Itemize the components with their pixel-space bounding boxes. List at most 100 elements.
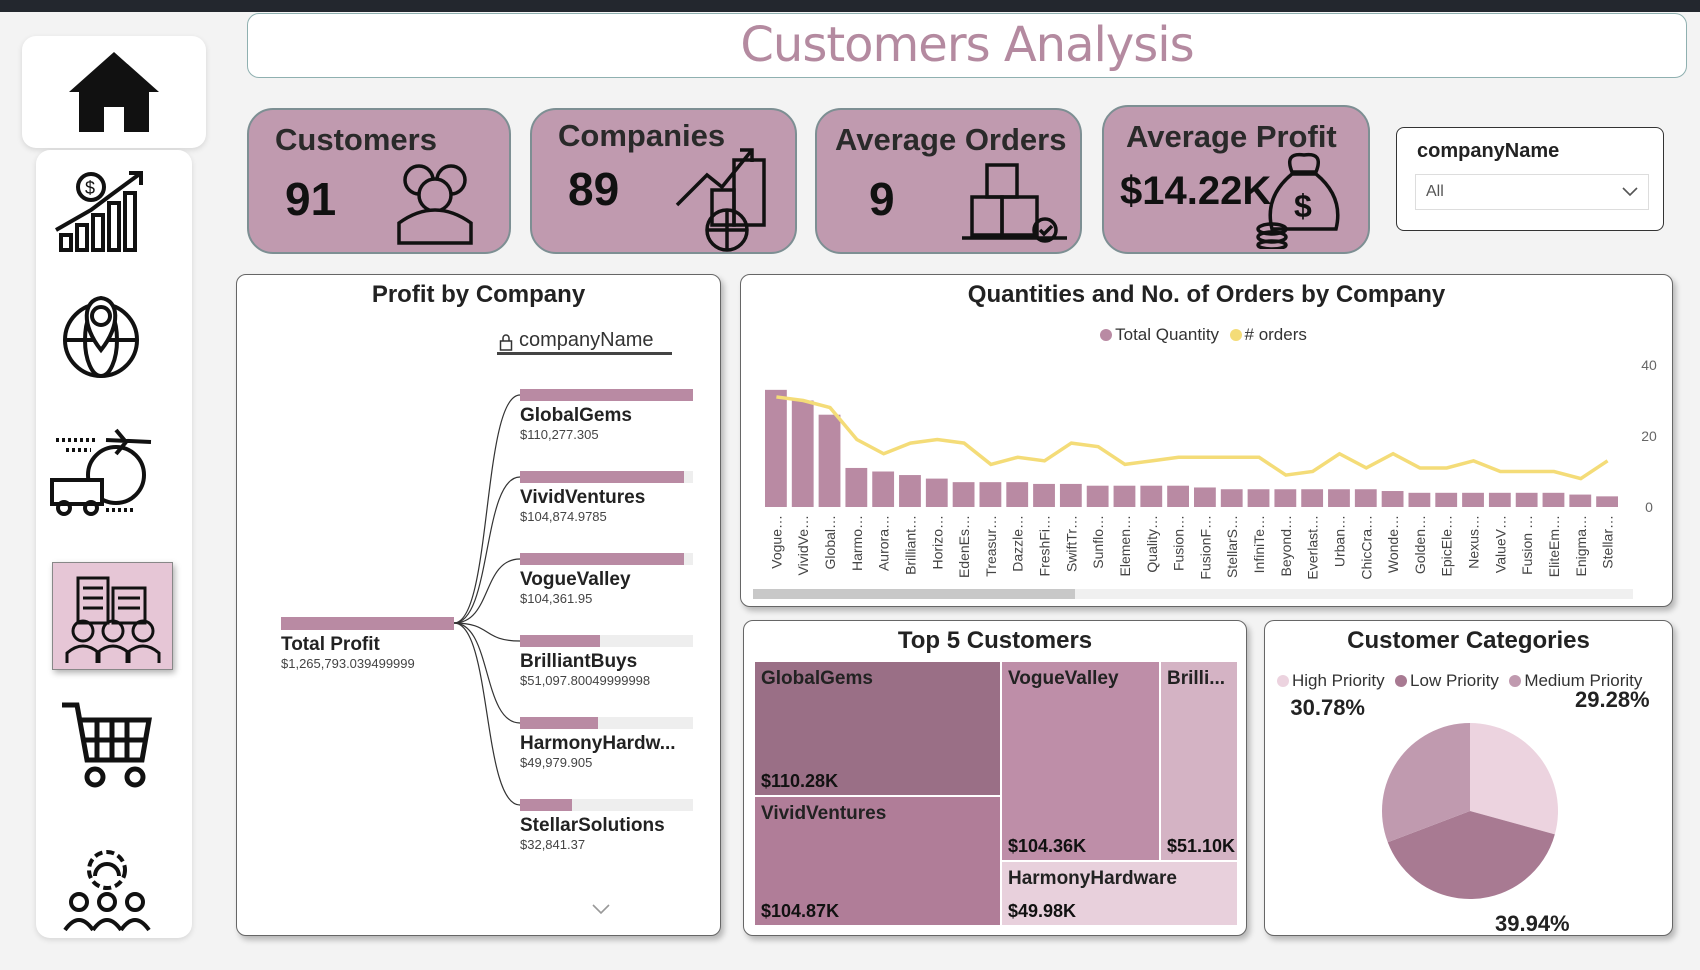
bar-total-quantity[interactable] xyxy=(925,478,948,507)
bar-total-quantity[interactable] xyxy=(1328,489,1350,507)
line-orders[interactable] xyxy=(776,395,1609,481)
bar-total-quantity[interactable] xyxy=(845,467,868,507)
bar-total-quantity[interactable] xyxy=(1247,489,1270,507)
x-tick-label: Aurora… xyxy=(876,515,892,571)
bar-total-quantity[interactable] xyxy=(1274,489,1297,507)
bar-total-quantity[interactable] xyxy=(1488,492,1511,507)
bar-total-quantity[interactable] xyxy=(791,400,814,508)
card-title: Profit by Company xyxy=(371,281,586,308)
bar-total-quantity[interactable] xyxy=(1381,491,1404,507)
bar-total-quantity[interactable] xyxy=(1006,482,1029,507)
scroll-down-chevron-icon[interactable] xyxy=(591,903,611,915)
bar-total-quantity[interactable] xyxy=(872,471,895,508)
x-tick-label: Beyond… xyxy=(1278,515,1294,576)
legend-item-high-priority[interactable]: High Priority xyxy=(1277,671,1385,691)
tree-link xyxy=(453,622,521,642)
treemap-tile[interactable]: HarmonyHardware $49.98K xyxy=(1001,861,1238,926)
tile-value: $104.87K xyxy=(761,901,840,921)
nav-customers-button[interactable] xyxy=(52,562,173,670)
bar-total-quantity[interactable] xyxy=(899,475,921,507)
tree-child-node[interactable]: VogueValley $104,361.95 xyxy=(520,553,693,606)
tree-child-node[interactable]: StellarSolutions $32,841.37 xyxy=(520,799,693,852)
tree-connectors xyxy=(453,394,521,806)
team-settings-icon[interactable] xyxy=(52,840,162,940)
horizontal-scrollbar-track[interactable] xyxy=(753,589,1633,599)
tree-link xyxy=(453,558,521,624)
bar-total-quantity[interactable] xyxy=(1462,492,1484,507)
node-value: $32,841.37 xyxy=(520,837,586,852)
bar-total-quantity[interactable] xyxy=(1086,485,1109,507)
shipping-icon[interactable] xyxy=(46,420,156,520)
combo-chart: 0 20 40 Vogue… VividVe… Global… Harmo… Aurora… B… xyxy=(765,357,1657,580)
sales-growth-icon[interactable]: $ xyxy=(46,160,156,260)
bar-total-quantity[interactable] xyxy=(952,482,975,507)
tile-name: HarmonyHardware xyxy=(1008,868,1177,889)
company-slicer: companyName All xyxy=(1396,127,1664,231)
bar-total-quantity[interactable] xyxy=(1408,492,1431,507)
horizontal-scrollbar-thumb[interactable] xyxy=(753,589,1075,599)
tree-root-node[interactable]: Total Profit $1,265,793.039499999 xyxy=(281,617,454,671)
bar-total-quantity[interactable] xyxy=(1220,489,1243,507)
bar-total-quantity[interactable] xyxy=(1033,483,1055,507)
bar-total-quantity[interactable] xyxy=(1354,489,1377,507)
bar-total-quantity[interactable] xyxy=(1569,494,1592,507)
node-value: $104,361.95 xyxy=(520,591,593,606)
bar-total-quantity[interactable] xyxy=(818,414,841,507)
treemap-tile[interactable]: VogueValley $104.36K xyxy=(1001,661,1160,861)
bar-total-quantity[interactable] xyxy=(1194,487,1216,507)
bar-total-quantity[interactable] xyxy=(979,482,1002,507)
pie-data-label: 30.78% xyxy=(1290,695,1365,720)
people-icon xyxy=(397,164,473,245)
treemap-tile[interactable]: VividVentures $104.87K xyxy=(754,796,1001,926)
legend-item-total-quantity[interactable]: Total Quantity xyxy=(1100,325,1219,345)
node-name: VogueValley xyxy=(520,569,631,590)
chart-legend: Total Quantity # orders xyxy=(741,325,1672,346)
pie-legend: High Priority Low Priority Medium Priori… xyxy=(1277,671,1648,692)
bar-total-quantity[interactable] xyxy=(1140,485,1163,507)
treemap-tile[interactable]: GlobalGems $110.28K xyxy=(754,661,1001,796)
node-value: $1,265,793.039499999 xyxy=(281,656,415,671)
nav-home-button[interactable] xyxy=(22,36,206,148)
y-tick-label: 40 xyxy=(1641,357,1657,373)
cart-icon[interactable] xyxy=(52,695,162,795)
bar-total-quantity[interactable] xyxy=(765,389,787,507)
bar-total-quantity[interactable] xyxy=(1301,489,1324,507)
globe-location-icon[interactable] xyxy=(46,280,156,380)
x-tick-label: VividVe… xyxy=(795,515,811,575)
tree-child-node[interactable]: HarmonyHardw... $49,979.905 xyxy=(520,717,693,770)
chevron-down-icon xyxy=(1622,187,1638,197)
pie-slice[interactable] xyxy=(1470,723,1558,835)
legend-item-low-priority[interactable]: Low Priority xyxy=(1395,671,1499,691)
x-tick-label: Stellar… xyxy=(1600,515,1616,569)
tree-level-header[interactable]: companyName xyxy=(497,329,672,355)
tree-link xyxy=(453,476,521,624)
x-tick-label: Fusion… xyxy=(1171,515,1187,571)
slicer-dropdown[interactable]: All xyxy=(1415,174,1649,210)
pie-data-label: 39.94% xyxy=(1495,911,1570,936)
bar-total-quantity[interactable] xyxy=(1059,483,1082,507)
pie-slice[interactable] xyxy=(1387,811,1555,899)
kpi-label: Companies xyxy=(558,118,726,153)
bar-total-quantity[interactable] xyxy=(1542,492,1565,507)
tree-link xyxy=(453,394,521,624)
legend-label: Total Quantity xyxy=(1115,325,1220,344)
bar-total-quantity[interactable] xyxy=(1515,492,1538,507)
tree-child-node[interactable]: VividVentures $104,874.9785 xyxy=(520,471,693,524)
kpi-card-average-profit: Average Profit $14.22K $ xyxy=(1102,105,1370,254)
bar-total-quantity[interactable] xyxy=(1435,492,1458,507)
bar-total-quantity[interactable] xyxy=(1596,496,1618,507)
x-tick-label: Dazzle… xyxy=(1010,515,1026,572)
legend-item-medium-priority[interactable]: Medium Priority xyxy=(1509,671,1642,691)
treemap-tile[interactable]: Brilli... $51.10K xyxy=(1160,661,1238,861)
tile-value: $51.10K xyxy=(1167,836,1236,856)
legend-item-orders[interactable]: # orders xyxy=(1229,325,1307,345)
bar-total-quantity[interactable] xyxy=(1113,485,1136,507)
tree-child-node[interactable]: BrilliantBuys $51,097.80049999998 xyxy=(520,635,693,688)
slicer-label: companyName xyxy=(1417,140,1560,162)
tree-child-node[interactable]: GlobalGems $110,277.305 xyxy=(520,389,693,442)
node-value: $104,874.9785 xyxy=(520,509,607,524)
bar-total-quantity[interactable] xyxy=(1167,485,1189,507)
pie-slice[interactable] xyxy=(1382,723,1470,843)
kpi-label: Customers xyxy=(275,122,437,157)
top5-customers-card: Top 5 Customers GlobalGems $110.28K VividV… xyxy=(743,620,1247,936)
